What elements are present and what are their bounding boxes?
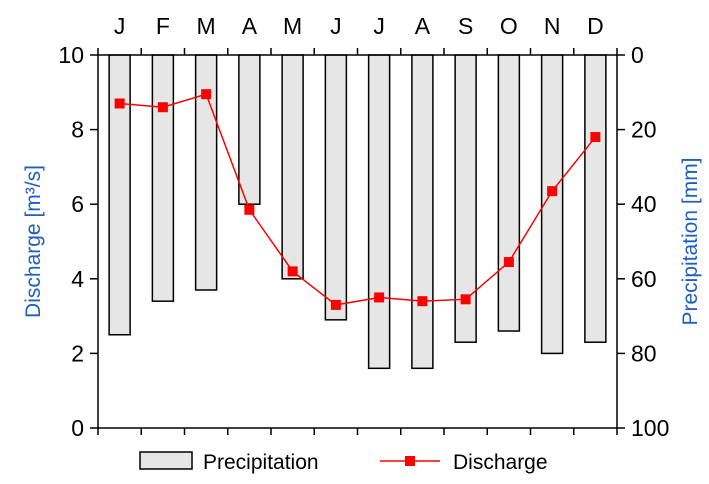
precipitation-bar xyxy=(108,54,131,336)
month-label: J xyxy=(330,13,342,39)
month-label: S xyxy=(458,13,473,39)
left-tick-label: 8 xyxy=(71,117,84,143)
left-tick-label: 2 xyxy=(71,340,84,366)
discharge-point xyxy=(460,294,471,305)
month-label: O xyxy=(500,13,518,39)
precipitation-bar xyxy=(281,54,304,280)
right-tick-label: 80 xyxy=(631,340,657,366)
right-tick-label: 0 xyxy=(631,42,644,68)
month-label: N xyxy=(544,13,561,39)
discharge-point xyxy=(590,132,601,143)
left-axis-title: Discharge [m³/s] xyxy=(22,165,45,318)
discharge-point xyxy=(374,292,385,303)
precipitation-bar xyxy=(497,54,521,332)
discharge-point xyxy=(503,257,514,268)
right-tick-label: 20 xyxy=(631,117,657,143)
month-label: A xyxy=(242,13,258,39)
discharge-line xyxy=(119,93,596,306)
legend-label-discharge: Discharge xyxy=(453,451,548,474)
precipitation-bar xyxy=(324,54,348,321)
left-tick-label: 4 xyxy=(71,266,84,292)
discharge-point xyxy=(114,98,125,109)
right-tick-label: 100 xyxy=(631,415,669,441)
discharge-point xyxy=(417,296,428,307)
right-axis-title: Precipitation [mm] xyxy=(679,157,702,325)
discharge-point xyxy=(157,102,168,113)
precipitation-bar xyxy=(584,54,607,343)
precipitation-bar xyxy=(367,54,391,370)
month-label: J xyxy=(114,13,126,39)
precipitation-bar xyxy=(151,54,175,302)
discharge-point xyxy=(330,299,341,310)
legend-marker-discharge xyxy=(405,456,415,466)
precipitation-bar xyxy=(238,54,261,205)
discharge-point xyxy=(547,186,558,197)
legend-swatch-precipitation xyxy=(139,451,193,470)
month-label: J xyxy=(373,13,385,39)
right-tick-label: 40 xyxy=(631,191,657,217)
month-label: M xyxy=(283,13,302,39)
discharge-point xyxy=(244,204,255,215)
month-label: D xyxy=(587,13,604,39)
left-tick-label: 10 xyxy=(58,42,84,68)
month-label: M xyxy=(197,13,216,39)
discharge-point xyxy=(287,266,298,277)
right-tick-label: 60 xyxy=(631,266,657,292)
left-tick-label: 6 xyxy=(71,191,84,217)
discharge-point xyxy=(201,89,212,100)
legend-label-precipitation: Precipitation xyxy=(203,451,319,474)
month-label: A xyxy=(415,13,431,39)
month-label: F xyxy=(156,13,170,39)
left-tick-label: 0 xyxy=(71,415,84,441)
precipitation-bar xyxy=(411,54,434,370)
